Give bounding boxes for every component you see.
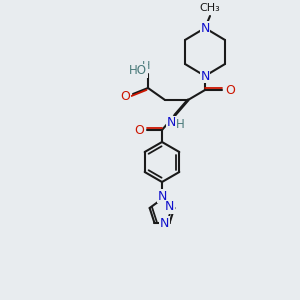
Text: O: O xyxy=(134,124,144,136)
Text: HO: HO xyxy=(129,64,147,77)
Text: N: N xyxy=(200,22,210,34)
Text: H: H xyxy=(142,61,150,71)
Text: N: N xyxy=(157,190,167,202)
Text: N: N xyxy=(165,200,174,214)
Text: CH₃: CH₃ xyxy=(200,3,220,13)
Text: N: N xyxy=(166,116,176,130)
Text: O: O xyxy=(225,83,235,97)
Text: N: N xyxy=(200,70,210,83)
Text: H: H xyxy=(176,118,184,131)
Text: N: N xyxy=(160,217,169,230)
Text: O: O xyxy=(120,89,130,103)
